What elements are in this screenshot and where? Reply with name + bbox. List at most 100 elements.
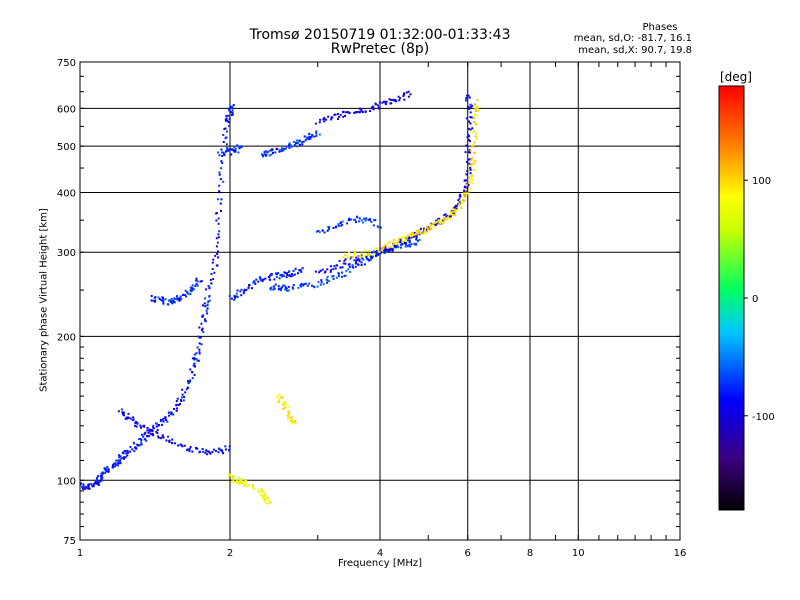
echo-point: [178, 298, 181, 301]
echo-point: [195, 282, 198, 285]
echo-point: [457, 203, 460, 206]
echo-point: [472, 131, 475, 134]
echo-point: [219, 449, 222, 452]
echo-point: [259, 276, 262, 279]
echo-point: [201, 448, 204, 451]
echo-point: [468, 96, 471, 99]
echo-point: [193, 365, 196, 368]
echo-point: [461, 199, 464, 202]
echo-point: [340, 271, 343, 274]
echo-point: [473, 151, 476, 154]
echo-point: [467, 179, 470, 182]
echo-point: [465, 160, 468, 163]
echo-point: [191, 289, 194, 292]
echo-point: [270, 153, 273, 156]
echo-point: [338, 259, 341, 262]
echo-point: [224, 137, 227, 140]
echo-point: [342, 115, 345, 118]
echo-point: [218, 191, 221, 194]
echo-point: [204, 297, 207, 300]
echo-point: [429, 223, 432, 226]
echo-point: [346, 254, 349, 257]
echo-point: [195, 279, 198, 282]
echo-point: [459, 193, 462, 196]
echo-point: [371, 251, 374, 254]
echo-point: [194, 284, 197, 287]
echo-point: [410, 243, 413, 246]
echo-point: [284, 406, 287, 409]
echo-point: [173, 301, 176, 304]
echo-point: [471, 178, 474, 181]
echo-point: [296, 139, 299, 142]
echo-point: [215, 449, 218, 452]
echo-point: [103, 468, 106, 471]
echo-point: [468, 162, 471, 165]
echo-point: [285, 145, 288, 148]
echo-point: [326, 281, 329, 284]
echo-point: [187, 292, 190, 295]
echo-point: [198, 326, 201, 329]
chart-subtitle: RwPretec (8p): [330, 41, 430, 57]
echo-point: [402, 236, 405, 239]
echo-point: [278, 277, 281, 280]
echo-point: [190, 286, 193, 289]
echo-point: [354, 218, 357, 221]
echo-point: [211, 261, 214, 264]
echo-point: [361, 257, 364, 260]
echo-point: [350, 218, 353, 221]
echo-point: [356, 215, 359, 218]
echo-point: [193, 357, 196, 360]
echo-point: [440, 218, 443, 221]
echo-point: [298, 139, 301, 142]
echo-point: [404, 245, 407, 248]
echo-point: [405, 91, 408, 94]
echo-point: [227, 473, 230, 476]
echo-point: [205, 309, 208, 312]
echo-point: [355, 256, 358, 259]
echo-point: [131, 419, 134, 422]
echo-point: [191, 450, 194, 453]
echo-point: [151, 434, 154, 437]
echo-point: [230, 153, 233, 156]
echo-point: [468, 190, 471, 193]
echo-point: [269, 149, 272, 152]
echo-point: [476, 107, 479, 110]
echo-point: [171, 442, 174, 445]
echo-point: [408, 233, 411, 236]
echo-point: [365, 256, 368, 259]
echo-point: [467, 158, 470, 161]
echo-point: [218, 171, 221, 174]
echo-point: [361, 221, 364, 224]
echo-point: [231, 480, 234, 483]
echo-point: [230, 148, 233, 151]
echo-point: [233, 298, 236, 301]
echo-point: [458, 198, 461, 201]
echo-point: [129, 417, 132, 420]
echo-point: [200, 343, 203, 346]
echo-point: [339, 113, 342, 116]
echo-point: [268, 154, 271, 157]
echo-point: [219, 178, 222, 181]
echo-point: [262, 155, 265, 158]
echo-point: [218, 230, 221, 233]
echo-point: [449, 217, 452, 220]
echo-point: [467, 138, 470, 141]
echo-point: [328, 228, 331, 231]
echo-point: [146, 435, 149, 438]
echo-point: [229, 105, 232, 108]
echo-point: [239, 482, 242, 485]
echo-point: [231, 113, 234, 116]
echo-point: [470, 164, 473, 167]
echo-point: [222, 140, 225, 143]
echo-point: [222, 452, 225, 455]
echo-point: [202, 330, 205, 333]
echo-point: [405, 236, 408, 239]
echo-point: [87, 483, 90, 486]
echo-point: [104, 467, 107, 470]
echo-point: [80, 483, 82, 486]
echo-point: [234, 297, 237, 300]
echo-point: [134, 422, 137, 425]
echo-point: [87, 487, 90, 490]
echo-point: [159, 437, 162, 440]
echo-point: [126, 451, 129, 454]
